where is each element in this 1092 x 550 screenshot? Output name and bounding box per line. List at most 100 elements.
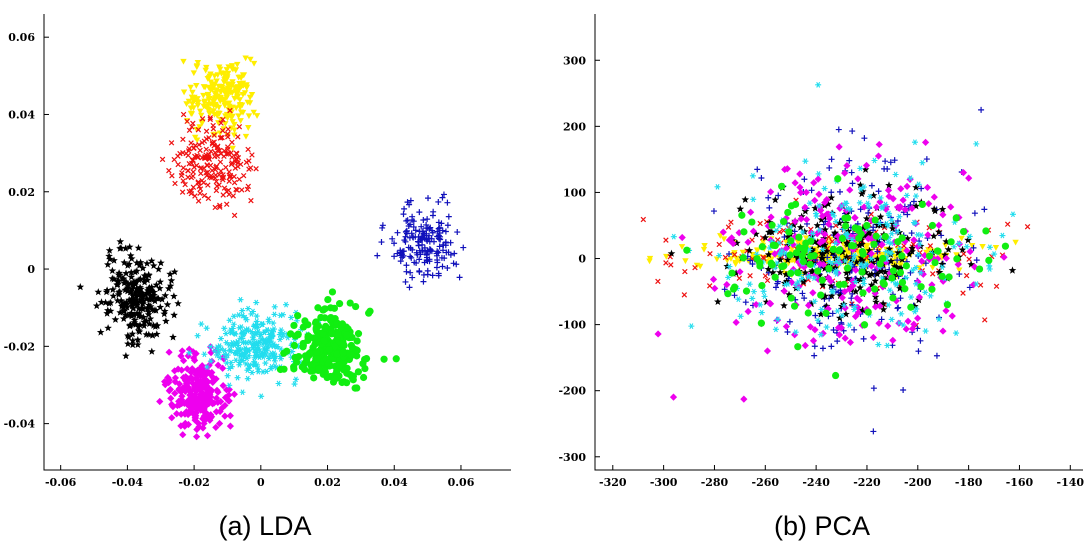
lda-point — [249, 344, 256, 351]
lda-point — [333, 374, 341, 382]
pca-point — [985, 256, 993, 264]
pca-point — [780, 218, 788, 226]
lda-point — [234, 84, 241, 91]
pca-point — [726, 250, 733, 257]
pca-point — [799, 290, 806, 297]
pca-x-tick-label: -200 — [904, 476, 932, 489]
lda-point — [119, 314, 128, 322]
pca-point — [812, 312, 819, 319]
lda-point — [150, 306, 158, 314]
lda-point — [178, 399, 186, 408]
pca-point — [939, 211, 947, 219]
pca-point — [767, 213, 775, 221]
lda-point — [221, 185, 228, 191]
pca-series-diamond — [654, 138, 1008, 403]
pca-point — [966, 247, 974, 256]
pca-point — [867, 262, 876, 270]
lda-point — [362, 354, 371, 363]
lda-point — [217, 98, 224, 105]
pca-point — [944, 245, 953, 253]
lda-y-tick-label: 0.06 — [8, 31, 35, 44]
pca-point — [771, 195, 780, 204]
pca-point — [760, 254, 766, 260]
pca-point — [832, 218, 839, 225]
pca-point — [816, 260, 824, 268]
lda-point — [435, 249, 442, 256]
lda-point — [424, 271, 431, 278]
lda-point — [189, 101, 196, 108]
pca-point — [758, 243, 766, 251]
pca-point — [925, 252, 934, 260]
lda-point — [183, 379, 191, 387]
lda-point — [180, 178, 186, 184]
pca-point — [874, 152, 883, 160]
pca-point — [811, 204, 819, 212]
lda-point — [249, 152, 255, 158]
pca-point — [903, 182, 911, 190]
pca-point — [834, 324, 843, 332]
lda-point — [353, 337, 361, 345]
lda-point — [205, 101, 212, 108]
lda-point — [271, 350, 278, 357]
lda-point — [210, 82, 218, 88]
pca-point — [886, 287, 893, 294]
pca-point — [827, 277, 835, 285]
pca-point — [791, 200, 800, 208]
pca-point — [757, 301, 764, 308]
pca-point — [843, 264, 852, 272]
lda-point — [135, 276, 143, 284]
pca-point — [960, 290, 966, 296]
lda-point — [394, 229, 401, 236]
pca-point — [866, 229, 874, 237]
lda-point — [207, 411, 215, 419]
lda-point — [427, 224, 434, 231]
pca-point — [959, 169, 968, 177]
pca-point — [911, 308, 918, 315]
lda-point — [216, 407, 224, 416]
pca-point — [956, 267, 963, 274]
pca-point — [790, 221, 798, 229]
lda-point — [122, 298, 131, 306]
pca-point — [749, 251, 757, 258]
lda-point — [126, 322, 134, 330]
lda-point — [239, 389, 246, 396]
pca-point — [849, 277, 857, 285]
lda-caption: (a) LDA — [218, 511, 311, 541]
pca-point — [801, 268, 810, 276]
pca-point — [966, 284, 973, 291]
pca-point — [791, 228, 798, 235]
pca-point — [915, 251, 922, 258]
lda-point — [212, 204, 218, 211]
pca-point — [854, 303, 862, 311]
pca-point — [849, 180, 856, 187]
pca-point — [823, 196, 831, 204]
pca-point — [878, 241, 886, 249]
lda-point — [403, 268, 410, 275]
pca-point — [825, 220, 833, 228]
pca-point — [821, 198, 829, 207]
lda-point — [116, 237, 125, 245]
lda-point — [198, 112, 205, 119]
pca-point — [821, 241, 829, 249]
pca-point — [669, 393, 678, 401]
pca-point — [773, 227, 780, 234]
lda-point — [120, 306, 129, 314]
pca-point — [857, 253, 865, 261]
lda-point — [410, 223, 417, 230]
pca-point — [780, 287, 788, 295]
lda-point — [392, 355, 400, 363]
pca-point — [678, 233, 686, 242]
pca-point — [819, 246, 826, 253]
pca-point — [815, 171, 822, 177]
pca-point — [835, 219, 844, 227]
lda-point — [130, 311, 138, 319]
pca-point — [707, 250, 713, 257]
lda-point — [211, 153, 218, 160]
pca-point — [915, 293, 924, 301]
pca-point — [817, 215, 826, 223]
pca-point — [885, 192, 893, 201]
lda-point — [409, 274, 416, 281]
pca-point — [829, 288, 836, 294]
pca-point — [942, 237, 951, 245]
lda-point — [236, 361, 243, 368]
